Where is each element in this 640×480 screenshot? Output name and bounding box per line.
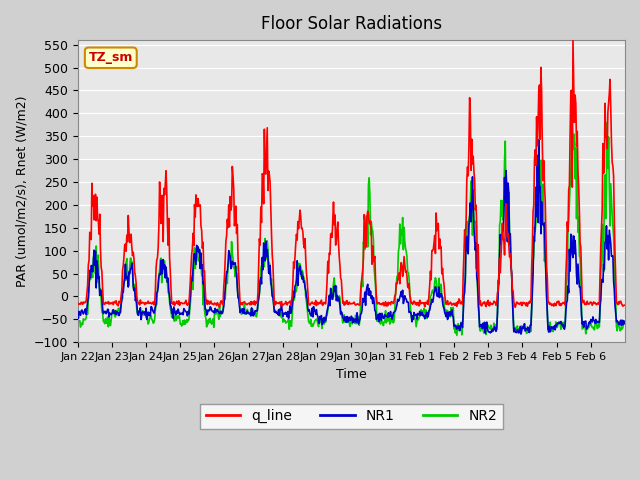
NR1 — [407, 312, 415, 317]
q_line — [74, 300, 81, 306]
NR2 — [453, 333, 461, 338]
q_line — [239, 300, 247, 306]
NR2 — [239, 307, 246, 313]
NR1 — [535, 137, 543, 143]
NR2 — [620, 319, 628, 324]
Legend: q_line, NR1, NR2: q_line, NR1, NR2 — [200, 404, 502, 429]
Line: q_line: q_line — [77, 40, 624, 307]
Line: NR2: NR2 — [77, 122, 624, 336]
NR1 — [286, 303, 294, 309]
q_line — [266, 179, 274, 185]
Y-axis label: PAR (umol/m2/s), Rnet (W/m2): PAR (umol/m2/s), Rnet (W/m2) — [15, 96, 28, 287]
NR1 — [239, 306, 246, 312]
NR2 — [407, 313, 415, 319]
q_line — [620, 302, 628, 308]
q_line — [287, 302, 294, 308]
NR2 — [438, 294, 445, 300]
Text: TZ_sm: TZ_sm — [88, 51, 133, 64]
NR2 — [74, 320, 81, 325]
q_line — [216, 304, 223, 310]
q_line — [438, 265, 446, 271]
NR2 — [266, 260, 273, 265]
NR1 — [438, 292, 445, 298]
q_line — [569, 37, 577, 43]
NR1 — [517, 331, 525, 337]
X-axis label: Time: Time — [336, 368, 367, 381]
NR1 — [138, 312, 146, 318]
NR2 — [604, 120, 611, 125]
q_line — [138, 300, 146, 306]
Line: NR1: NR1 — [77, 140, 624, 334]
NR1 — [620, 321, 628, 326]
NR1 — [74, 309, 81, 314]
NR1 — [266, 271, 273, 276]
q_line — [408, 300, 416, 305]
NR2 — [286, 318, 294, 324]
NR2 — [138, 312, 146, 317]
Title: Floor Solar Radiations: Floor Solar Radiations — [260, 15, 442, 33]
